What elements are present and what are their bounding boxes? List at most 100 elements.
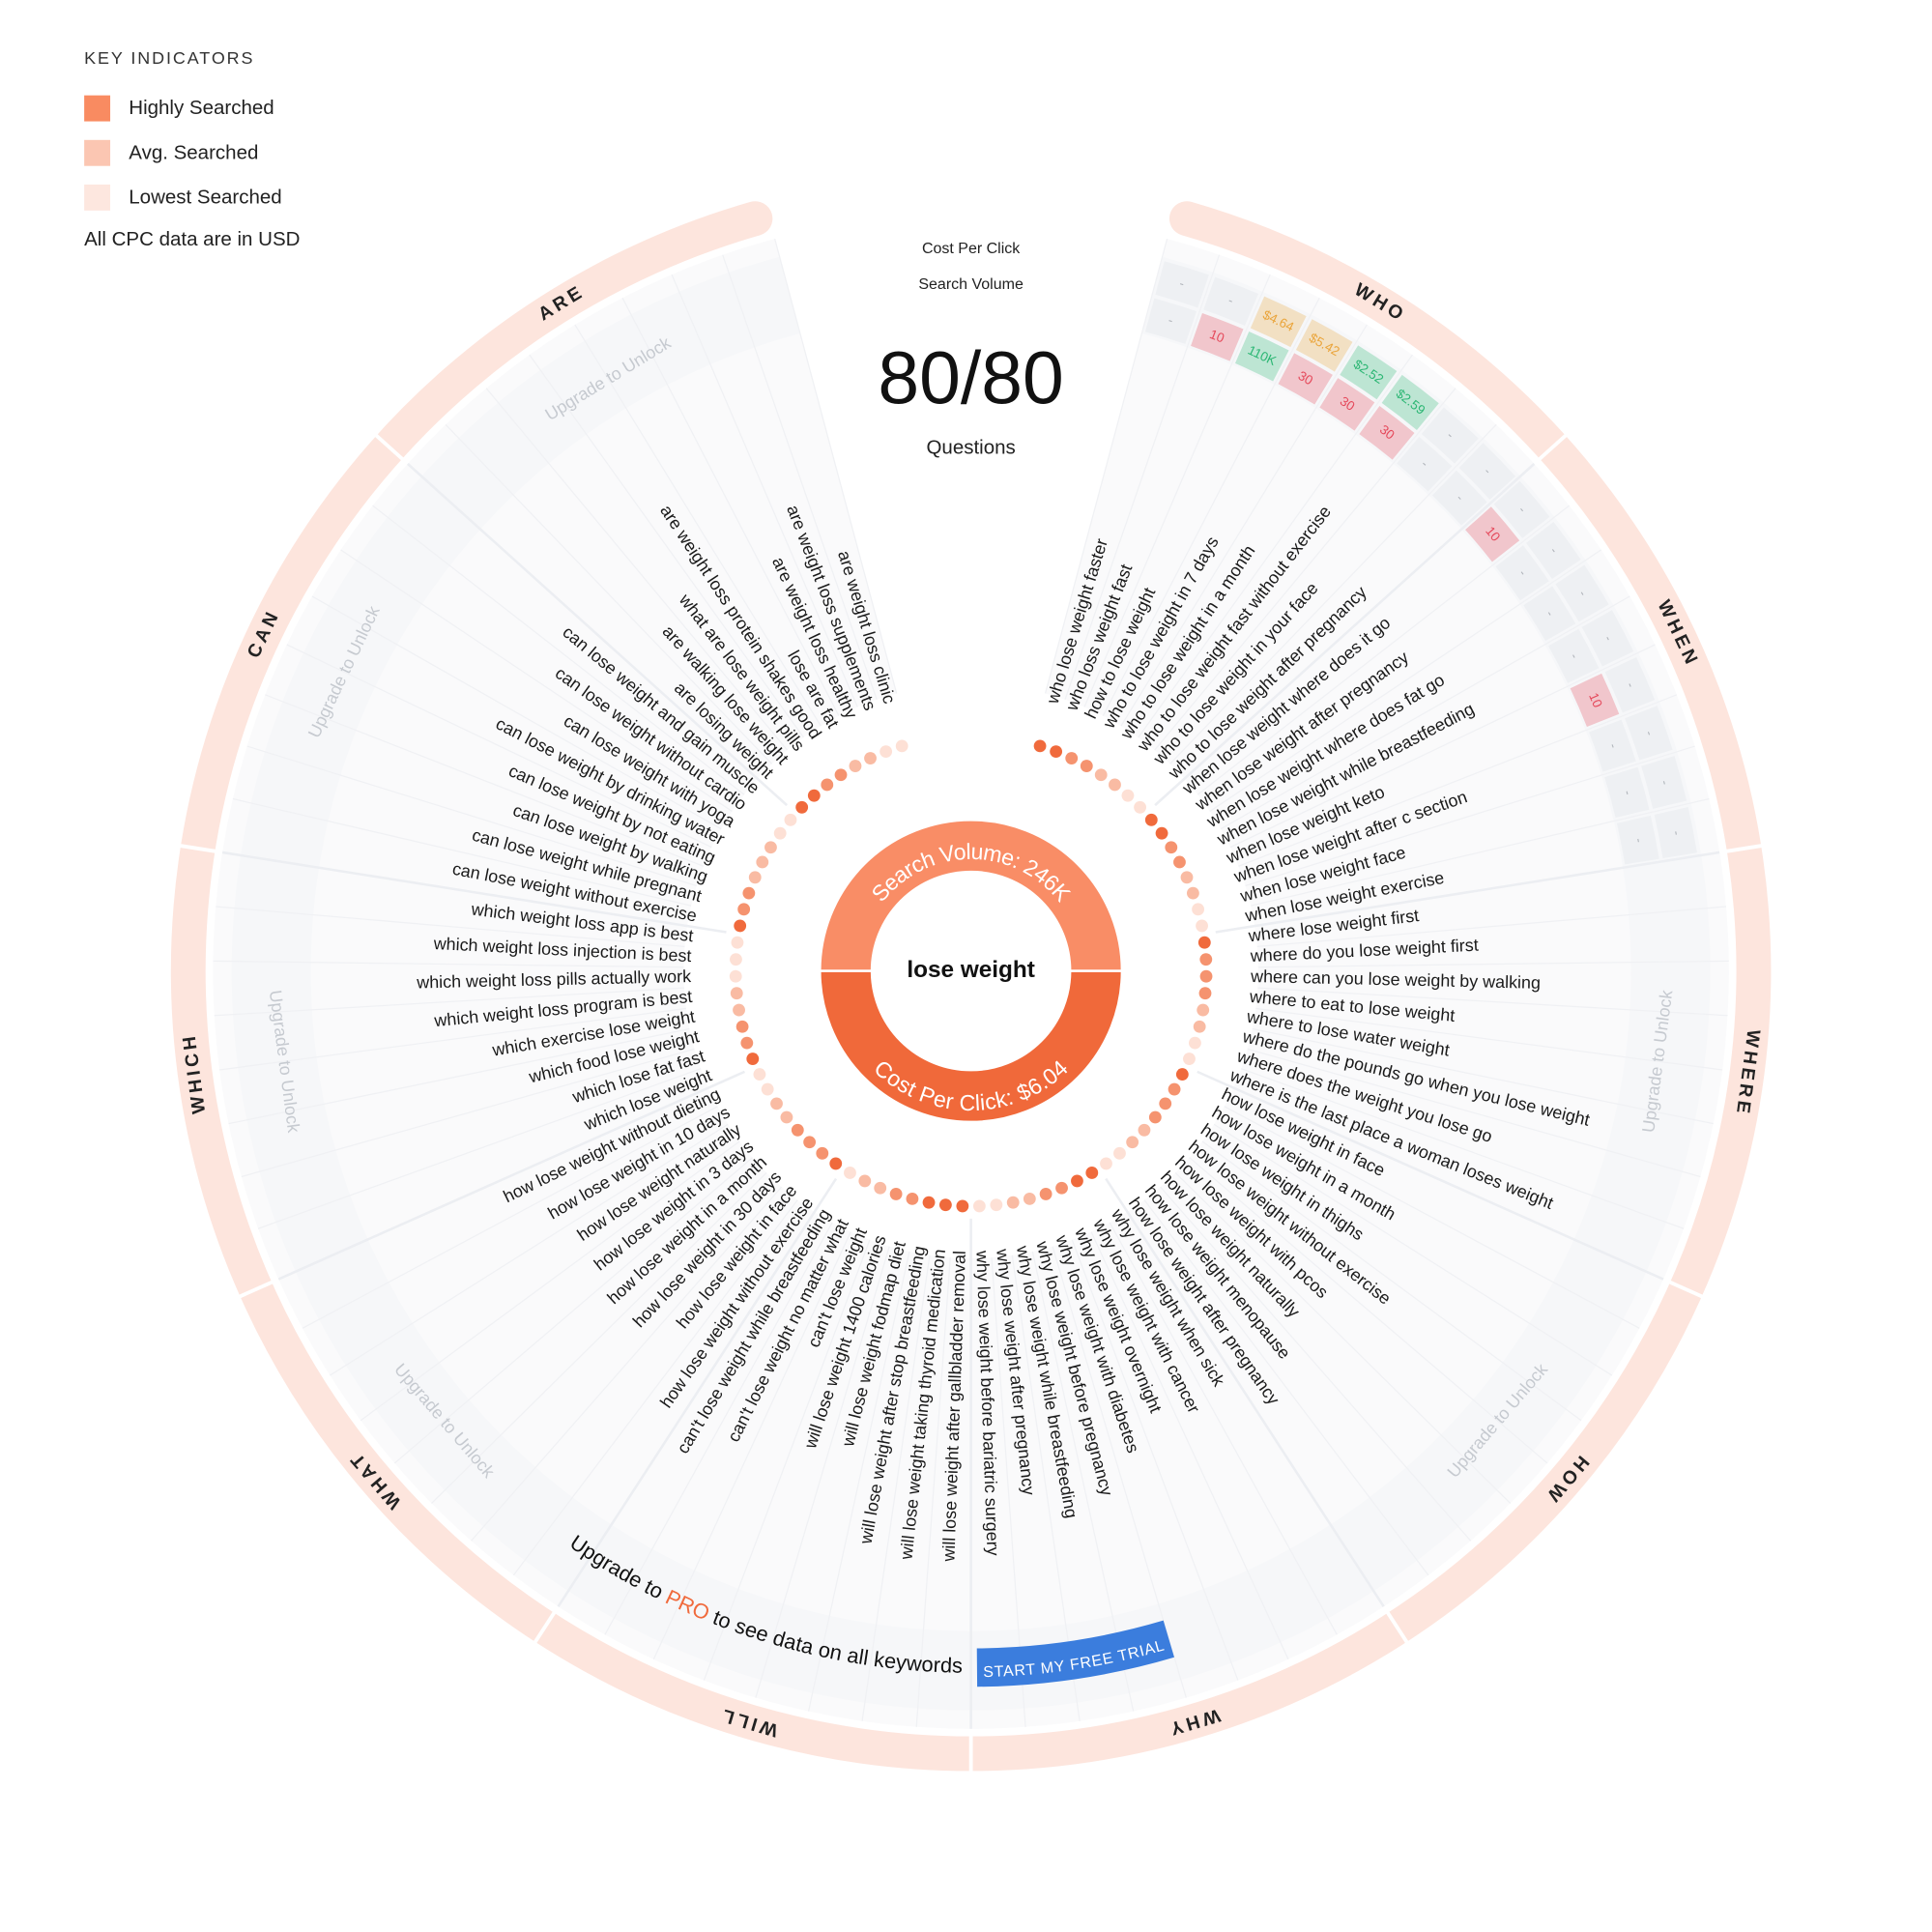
volume-cell bbox=[1397, 436, 1453, 492]
legend-label: Avg. Searched bbox=[129, 141, 258, 163]
search-dot bbox=[1055, 1181, 1068, 1195]
spoke bbox=[393, 1157, 753, 1464]
search-dot bbox=[844, 1167, 856, 1179]
band-gap bbox=[529, 1605, 561, 1650]
volume-value: 10 bbox=[1483, 524, 1503, 544]
spoke bbox=[1201, 1140, 1582, 1422]
cpc-value: - bbox=[1575, 588, 1590, 599]
search-dot bbox=[753, 1068, 766, 1081]
group-divider bbox=[1215, 851, 1720, 934]
search-dot bbox=[784, 813, 797, 826]
search-dot bbox=[1159, 1097, 1172, 1110]
spoke bbox=[1245, 745, 1695, 887]
spoke bbox=[1044, 238, 1168, 694]
spoke bbox=[213, 960, 684, 968]
volume-cell bbox=[1616, 815, 1659, 865]
spoke bbox=[286, 644, 712, 849]
spoke bbox=[1229, 644, 1656, 849]
search-dot bbox=[1080, 760, 1093, 772]
search-dot bbox=[780, 1110, 793, 1124]
spoke bbox=[360, 1140, 740, 1422]
cpc-cell bbox=[1295, 319, 1353, 372]
search-dot bbox=[1193, 1020, 1206, 1033]
search-dot bbox=[1199, 969, 1213, 983]
search-dot bbox=[1039, 1188, 1053, 1200]
search-dot bbox=[1085, 1167, 1099, 1179]
volume-cell bbox=[1278, 353, 1333, 405]
search-dot bbox=[734, 919, 747, 933]
search-dot bbox=[1196, 919, 1208, 933]
volume-cell bbox=[1144, 298, 1197, 344]
spoke bbox=[1257, 987, 1728, 1017]
cpc-cell bbox=[1458, 443, 1516, 500]
legend-label: Lowest Searched bbox=[129, 186, 281, 208]
search-dot bbox=[1134, 800, 1146, 814]
volume-cell bbox=[1548, 628, 1600, 683]
cpc-value: - bbox=[1226, 293, 1236, 308]
search-dot bbox=[803, 1136, 817, 1149]
volume-cell bbox=[1589, 719, 1636, 772]
spoke bbox=[1083, 274, 1271, 707]
spoke bbox=[1138, 354, 1413, 738]
volume-value: - bbox=[1167, 312, 1175, 328]
spoke bbox=[265, 694, 705, 867]
band-gap bbox=[173, 843, 223, 854]
search-dot bbox=[1165, 841, 1178, 854]
cpc-cell bbox=[1250, 296, 1307, 348]
search-dot bbox=[737, 903, 751, 916]
cpc-value: - bbox=[1601, 633, 1616, 644]
spoke bbox=[1169, 423, 1497, 764]
volume-cell bbox=[1234, 332, 1289, 382]
spoke bbox=[1071, 1239, 1239, 1681]
search-dot bbox=[1113, 1146, 1126, 1160]
volume-value: - bbox=[1631, 837, 1647, 844]
group-divider bbox=[221, 851, 727, 934]
search-dot bbox=[816, 1146, 829, 1160]
search-dot bbox=[756, 855, 769, 869]
spoke bbox=[1220, 595, 1630, 830]
search-dot bbox=[1071, 1174, 1083, 1188]
question-count-label: Questions bbox=[926, 436, 1015, 458]
spoke bbox=[445, 423, 773, 764]
search-dot bbox=[1148, 1110, 1162, 1124]
spoke bbox=[311, 595, 722, 830]
group-divider bbox=[277, 1070, 746, 1281]
cpc-cell bbox=[1641, 756, 1687, 809]
volume-value: - bbox=[1621, 789, 1636, 796]
search-dot bbox=[821, 778, 834, 792]
spoke bbox=[529, 354, 804, 738]
cpc-cell bbox=[1421, 407, 1479, 464]
volume-cell bbox=[1431, 470, 1487, 526]
spoke bbox=[214, 987, 684, 1017]
search-dot bbox=[922, 1196, 936, 1209]
search-dot bbox=[1155, 826, 1168, 840]
cpc-value: - bbox=[1178, 275, 1187, 291]
spoke bbox=[1247, 1048, 1701, 1178]
volume-value: 30 bbox=[1296, 368, 1315, 388]
spoke bbox=[1209, 549, 1602, 812]
search-dot bbox=[1006, 1196, 1020, 1209]
search-dot bbox=[1121, 789, 1135, 802]
spoke bbox=[574, 324, 822, 727]
spoke bbox=[1251, 797, 1710, 907]
search-dot bbox=[730, 987, 743, 1000]
search-dot bbox=[1198, 987, 1212, 1000]
cta-button-shape[interactable] bbox=[976, 1620, 1174, 1687]
spoke bbox=[1154, 388, 1456, 751]
keyword: lose weight bbox=[907, 957, 1034, 983]
spoke bbox=[257, 1068, 702, 1229]
search-dot bbox=[1138, 1123, 1151, 1137]
spoke bbox=[1189, 1157, 1548, 1464]
group-divider bbox=[406, 462, 789, 807]
volume-value: 10 bbox=[1586, 691, 1605, 710]
spoke bbox=[232, 797, 692, 907]
legend-title: KEY INDICATORS bbox=[84, 48, 254, 68]
cpc-cell bbox=[1340, 345, 1398, 400]
search-dot bbox=[874, 1181, 887, 1195]
spoke bbox=[1255, 1007, 1723, 1071]
spoke bbox=[216, 906, 685, 947]
search-dot bbox=[1199, 953, 1213, 966]
search-dot bbox=[1180, 871, 1194, 884]
search-dot bbox=[742, 886, 756, 900]
